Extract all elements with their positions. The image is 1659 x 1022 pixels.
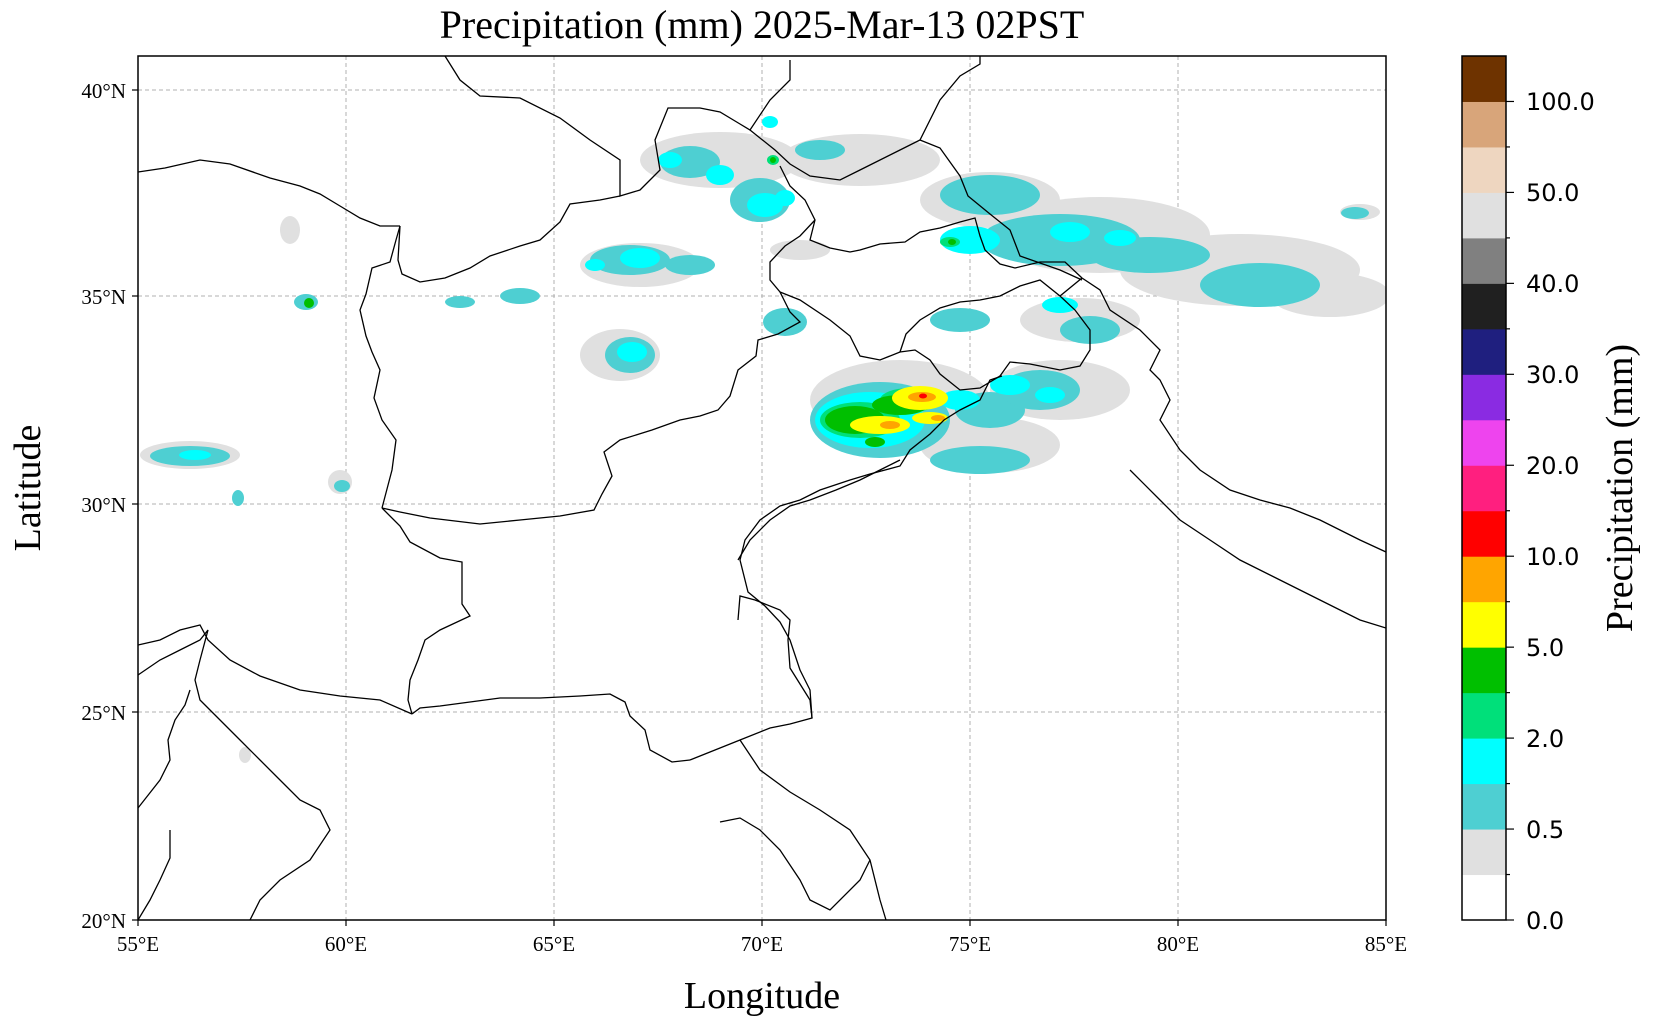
precip-red (919, 393, 927, 399)
colorbar-segment (1462, 101, 1506, 148)
colorbar-segment (1462, 465, 1506, 512)
lat-tick-label: 30°N (81, 493, 126, 517)
lat-tick-label: 20°N (81, 909, 126, 933)
colorbar-tick-label: 100.0 (1526, 88, 1595, 116)
colorbar-segment (1462, 556, 1506, 603)
lon-tick-label: 75°E (949, 932, 991, 956)
colorbar-label: Precipitation (mm) (1599, 344, 1641, 632)
colorbar-frame (1461, 55, 1507, 921)
lon-tick-label: 85°E (1365, 932, 1407, 956)
x-axis-label: Longitude (684, 975, 840, 1017)
colorbar-segment (1462, 328, 1506, 375)
colorbar-tick-label: 10.0 (1526, 543, 1579, 571)
colorbar-segment (1462, 283, 1506, 330)
colorbar-segment (1462, 601, 1506, 648)
colorbar-tick-label: 50.0 (1526, 179, 1579, 207)
y-axis-label: Latitude (7, 425, 49, 552)
lat-tick-label: 25°N (81, 701, 126, 725)
colorbar-segment (1462, 510, 1506, 557)
colorbar-segment (1462, 692, 1506, 739)
colorbar-segment (1462, 829, 1506, 876)
map-title: Precipitation (mm) 2025-Mar-13 02PST (440, 2, 1085, 47)
colorbar (1462, 56, 1506, 921)
colorbar-tick-label: 5.0 (1526, 634, 1564, 662)
colorbar-tick-label: 2.0 (1526, 725, 1564, 753)
colorbar-ticks (1506, 100, 1514, 921)
colorbar-segment (1462, 56, 1506, 102)
colorbar-segment (1462, 237, 1506, 284)
colorbar-segment (1462, 374, 1506, 421)
country-borders (138, 56, 1386, 920)
lon-tick-label: 55°E (117, 932, 159, 956)
colorbar-tick-label: 30.0 (1526, 361, 1579, 389)
colorbar-segment (1462, 738, 1506, 785)
colorbar-segment (1462, 647, 1506, 694)
lon-tick-label: 70°E (741, 932, 783, 956)
colorbar-segment (1462, 146, 1506, 193)
lon-tick-label: 65°E (533, 932, 575, 956)
colorbar-segment (1462, 783, 1506, 830)
lat-tick-label: 35°N (81, 285, 126, 309)
colorbar-tick-label: 40.0 (1526, 270, 1579, 298)
lat-tick-label: 40°N (81, 79, 126, 103)
colorbar-tick-label: 0.5 (1526, 816, 1564, 844)
colorbar-segment (1462, 192, 1506, 239)
colorbar-segment (1462, 874, 1506, 921)
colorbar-segment (1462, 419, 1506, 466)
colorbar-tick-label: 20.0 (1526, 452, 1579, 480)
precipitation-field (140, 116, 1386, 763)
lon-tick-label: 60°E (325, 932, 367, 956)
colorbar-tick-label: 0.0 (1526, 907, 1564, 935)
lon-tick-label: 80°E (1157, 932, 1199, 956)
